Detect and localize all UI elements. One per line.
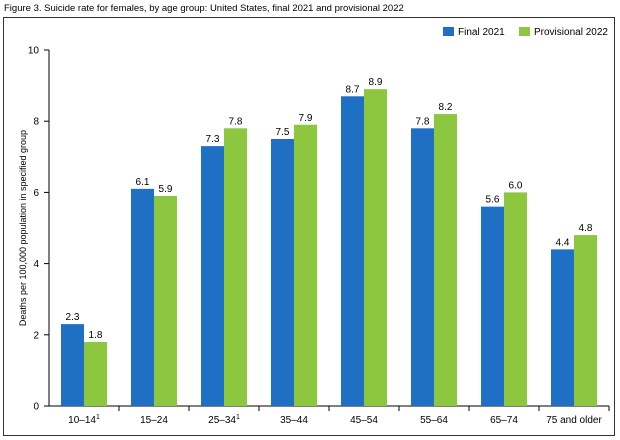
data-label: 1.8 [89, 330, 103, 341]
bar-provisional-2022 [574, 235, 597, 406]
bar-provisional-2022 [224, 128, 247, 406]
legend-item-provisional-2022: Provisional 2022 [534, 27, 608, 38]
bar-final-2021 [271, 139, 294, 406]
data-label: 7.3 [206, 134, 220, 145]
bar-final-2021 [481, 206, 504, 406]
data-label: 7.9 [299, 113, 313, 124]
bar-final-2021 [61, 324, 84, 406]
figure-title: Figure 3. Suicide rate for females, by a… [4, 3, 404, 14]
data-label: 7.8 [416, 116, 430, 127]
bar-final-2021 [341, 96, 364, 406]
data-label: 8.9 [369, 77, 383, 88]
legend-swatch [443, 27, 454, 36]
x-tick-label: 75 and older [546, 415, 602, 426]
y-tick-label: 4 [33, 259, 39, 270]
data-label: 8.7 [346, 84, 360, 95]
y-axis-title: Deaths per 100,000 population in specifi… [18, 130, 28, 326]
x-tick-label: 15–24 [140, 415, 168, 426]
legend-item-final-2021: Final 2021 [458, 27, 505, 38]
data-label: 7.5 [276, 127, 290, 138]
y-tick-label: 10 [28, 46, 40, 57]
bar-final-2021 [551, 249, 574, 406]
x-tick-label: 35–44 [280, 415, 308, 426]
x-tick-label: 10–141 [68, 414, 100, 426]
y-tick-label: 8 [33, 117, 39, 128]
bar-final-2021 [131, 188, 154, 406]
footnote-marker: 1 [96, 414, 100, 421]
x-tick-label: 25–341 [208, 414, 240, 426]
legend: Final 2021 Provisional 2022 [443, 27, 608, 38]
data-label: 6.1 [136, 177, 150, 188]
bar-provisional-2022 [154, 195, 177, 406]
data-label: 6.0 [509, 180, 523, 191]
data-label: 8.2 [439, 102, 453, 113]
bar-final-2021 [201, 146, 224, 406]
bar-provisional-2022 [434, 114, 457, 406]
y-tick-label: 6 [33, 188, 39, 199]
bar-provisional-2022 [84, 341, 107, 406]
data-label: 5.6 [486, 195, 500, 206]
bar-provisional-2022 [504, 192, 527, 406]
data-label: 4.4 [556, 237, 570, 248]
y-tick-label: 2 [33, 330, 39, 341]
chart-frame: 0 2 4 6 8 10 Deaths per 100,000 population in … [3, 17, 615, 436]
legend-swatch [519, 27, 530, 36]
bar-provisional-2022 [294, 124, 317, 406]
data-label: 2.3 [66, 312, 80, 323]
bar-final-2021 [411, 128, 434, 406]
data-label: 7.8 [229, 116, 243, 127]
bar-chart: 0 2 4 6 8 10 Deaths per 100,000 population in … [18, 27, 610, 426]
x-tick-label: 55–64 [420, 415, 448, 426]
x-tick-label: 45–54 [350, 415, 378, 426]
data-label: 4.8 [579, 223, 593, 234]
y-tick-label: 0 [33, 402, 39, 413]
footnote-marker: 1 [236, 414, 240, 421]
bar-provisional-2022 [364, 89, 387, 406]
x-tick-label: 65–74 [490, 415, 518, 426]
bars: 2.3 1.8 6.1 5.9 7.3 7.8 7.5 7.9 8.7 8.9 7.8 8.2 5.6 6… [61, 77, 597, 406]
data-label: 5.9 [159, 184, 173, 195]
